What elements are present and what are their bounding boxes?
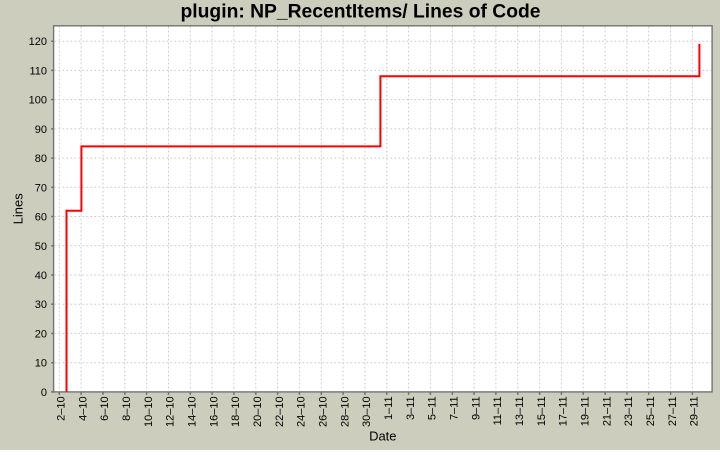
svg-text:13–11: 13–11 bbox=[514, 396, 526, 426]
svg-text:12–10: 12–10 bbox=[165, 396, 177, 427]
svg-text:14–10: 14–10 bbox=[187, 396, 199, 427]
svg-text:16–10: 16–10 bbox=[208, 396, 220, 427]
svg-text:9–11: 9–11 bbox=[470, 396, 482, 420]
svg-text:17–11: 17–11 bbox=[558, 396, 570, 426]
svg-text:30: 30 bbox=[35, 299, 47, 311]
svg-text:20–10: 20–10 bbox=[252, 396, 264, 427]
svg-text:24–10: 24–10 bbox=[296, 396, 308, 427]
svg-text:Lines: Lines bbox=[11, 193, 26, 225]
svg-text:19–11: 19–11 bbox=[579, 396, 591, 426]
svg-text:50: 50 bbox=[35, 241, 47, 253]
svg-text:10: 10 bbox=[35, 358, 47, 370]
svg-text:27–11: 27–11 bbox=[667, 396, 679, 426]
svg-text:100: 100 bbox=[29, 95, 47, 107]
svg-text:11–11: 11–11 bbox=[492, 396, 504, 425]
svg-text:15–11: 15–11 bbox=[536, 396, 548, 426]
svg-text:30–10: 30–10 bbox=[361, 396, 373, 427]
svg-text:20: 20 bbox=[35, 328, 47, 340]
svg-text:110: 110 bbox=[29, 65, 47, 77]
svg-text:28–10: 28–10 bbox=[339, 396, 351, 427]
svg-text:23–11: 23–11 bbox=[623, 396, 635, 426]
svg-text:60: 60 bbox=[35, 212, 47, 224]
svg-text:plugin: NP_RecentItems/ Lines: plugin: NP_RecentItems/ Lines of Code bbox=[181, 2, 541, 23]
svg-text:21–11: 21–11 bbox=[601, 396, 613, 426]
svg-text:5–11: 5–11 bbox=[427, 396, 439, 420]
svg-text:2–10: 2–10 bbox=[56, 396, 68, 420]
svg-text:26–10: 26–10 bbox=[318, 396, 330, 427]
svg-text:3–11: 3–11 bbox=[405, 396, 417, 420]
svg-text:22–10: 22–10 bbox=[274, 396, 286, 427]
svg-text:25–11: 25–11 bbox=[645, 396, 657, 426]
svg-text:10–10: 10–10 bbox=[143, 396, 155, 427]
svg-text:80: 80 bbox=[35, 153, 47, 165]
svg-text:1–11: 1–11 bbox=[383, 396, 395, 420]
svg-text:6–10: 6–10 bbox=[99, 396, 111, 420]
svg-text:4–10: 4–10 bbox=[77, 396, 89, 420]
svg-text:90: 90 bbox=[35, 124, 47, 136]
svg-text:70: 70 bbox=[35, 182, 47, 194]
svg-text:7–11: 7–11 bbox=[449, 396, 461, 420]
svg-text:8–10: 8–10 bbox=[121, 396, 133, 420]
svg-text:Date: Date bbox=[369, 429, 396, 444]
svg-text:40: 40 bbox=[35, 270, 47, 282]
svg-text:29–11: 29–11 bbox=[689, 396, 701, 426]
svg-text:18–10: 18–10 bbox=[230, 396, 242, 427]
svg-text:0: 0 bbox=[41, 387, 47, 399]
svg-text:120: 120 bbox=[29, 36, 47, 48]
